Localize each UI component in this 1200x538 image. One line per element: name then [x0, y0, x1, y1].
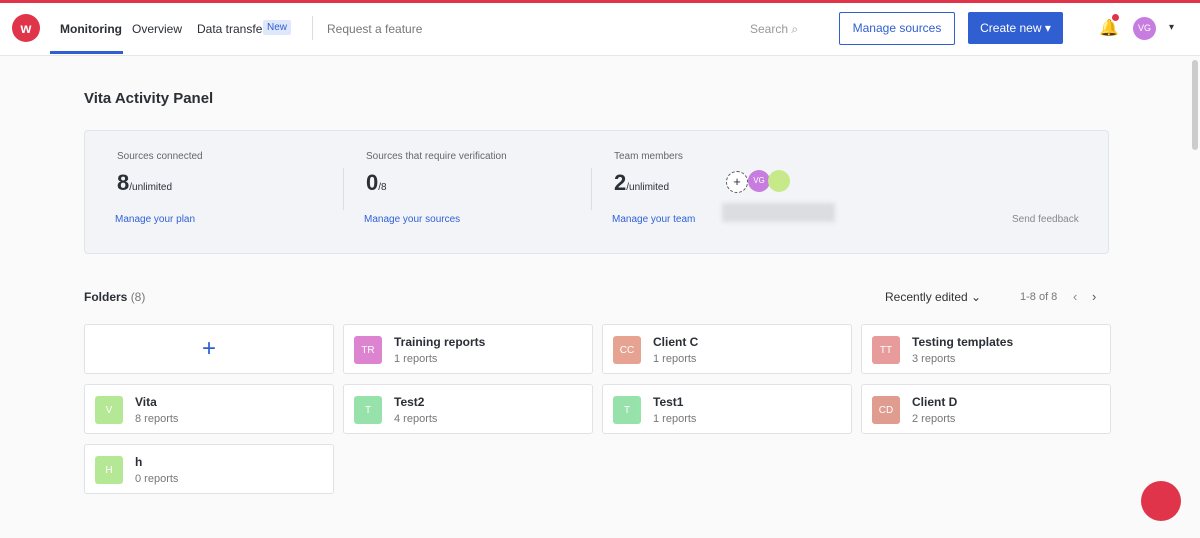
folder-name: Vita [135, 395, 157, 409]
folder-name: Client C [653, 335, 699, 349]
notifications[interactable]: 🔔 [1099, 20, 1119, 37]
folder-reports: 1 reports [653, 353, 697, 365]
nav-item[interactable]: Overview [132, 22, 183, 36]
folder-name: Test2 [394, 395, 425, 409]
prev-page[interactable]: ‹ [1073, 289, 1078, 304]
sort-select[interactable]: Recently edited ⌄ [885, 290, 982, 304]
folder-icon: TR [354, 336, 382, 364]
folder-reports: 1 reports [653, 413, 697, 425]
stat-unit: /unlimited [626, 182, 670, 193]
search[interactable]: Search ⌕ [750, 22, 799, 36]
folder-reports: 1 reports [394, 353, 438, 365]
stat-value: 8/unlimited [117, 170, 172, 196]
stats-panel [84, 130, 1109, 254]
stat-link[interactable]: Manage your sources [364, 214, 461, 225]
folder-reports: 8 reports [135, 413, 179, 425]
folders-header: Folders (8) [84, 290, 145, 304]
sort-text: Recently edited [885, 290, 968, 304]
notification-dot [1112, 14, 1119, 21]
stat-link[interactable]: Manage your plan [115, 214, 196, 225]
user-avatar[interactable]: VG [1133, 17, 1156, 40]
search-text: Search [750, 22, 789, 36]
user-menu-caret[interactable]: ▾ [1169, 22, 1175, 33]
folder-name: Testing templates [912, 335, 1014, 349]
top-stripe [0, 0, 1200, 3]
folder-icon: H [95, 456, 123, 484]
stat-label: Sources that require verification [366, 151, 507, 162]
stat-number: 2 [614, 170, 627, 195]
folder-reports: 0 reports [135, 473, 179, 485]
stat-unit: /8 [378, 182, 387, 193]
team-avatar: VG [748, 170, 770, 192]
create-new-button[interactable]: Create new ▾ [968, 12, 1063, 44]
folder-reports: 3 reports [912, 353, 956, 365]
next-page[interactable]: › [1092, 289, 1097, 304]
folder-name: Training reports [394, 335, 486, 349]
stat-unit: /unlimited [129, 182, 173, 193]
new-badge: New [263, 20, 292, 35]
stat-divider [343, 168, 344, 210]
folder-card[interactable]: T Test1 1 reports [602, 384, 852, 434]
logo[interactable]: w [12, 14, 40, 42]
stat-divider [591, 168, 592, 210]
folder-icon: V [95, 396, 123, 424]
nav-item[interactable]: Monitoring [60, 22, 122, 36]
manage-sources-button[interactable]: Manage sources [839, 12, 955, 45]
nav-item[interactable]: Data transfer [197, 22, 267, 36]
add-folder[interactable]: + [84, 324, 334, 374]
request-feature[interactable]: Request a feature [327, 22, 423, 36]
folder-card[interactable]: CC Client C 1 reports [602, 324, 852, 374]
stat-value: 0/8 [366, 170, 387, 196]
folder-card[interactable]: TT Testing templates 3 reports [861, 324, 1111, 374]
folder-name: h [135, 455, 143, 469]
send-feedback[interactable]: Send feedback [1012, 214, 1079, 225]
nav-underline [50, 51, 123, 54]
folder-reports: 4 reports [394, 413, 438, 425]
blurred-info [722, 203, 835, 222]
folder-card[interactable]: V Vita 8 reports [84, 384, 334, 434]
folder-name: Test1 [653, 395, 684, 409]
folder-icon: TT [872, 336, 900, 364]
panel-title: Vita Activity Panel [84, 90, 214, 107]
folder-card[interactable]: TR Training reports 1 reports [343, 324, 593, 374]
stat-link[interactable]: Manage your team [612, 214, 696, 225]
folders-count: (8) [130, 290, 146, 304]
folder-icon: T [354, 396, 382, 424]
stat-label: Team members [614, 151, 683, 162]
folder-icon: CC [613, 336, 641, 364]
folder-reports: 2 reports [912, 413, 956, 425]
stat-number: 8 [117, 170, 130, 195]
create-new-text: Create new [980, 21, 1042, 35]
stat-value: 2/unlimited [614, 170, 669, 196]
nav-divider [312, 16, 313, 40]
chat-launcher[interactable] [1141, 481, 1181, 521]
folder-icon: T [613, 396, 641, 424]
folders-title: Folders [84, 290, 128, 304]
folder-icon: CD [872, 396, 900, 424]
folder-name: Client D [912, 395, 958, 409]
stat-label: Sources connected [117, 151, 203, 162]
stat-number: 0 [366, 170, 379, 195]
add-member[interactable]: + [726, 171, 748, 193]
team-avatar-2 [768, 170, 790, 192]
folder-card[interactable]: T Test2 4 reports [343, 384, 593, 434]
page-range: 1-8 of 8 [1020, 291, 1058, 303]
folder-card[interactable]: CD Client D 2 reports [861, 384, 1111, 434]
scrollbar [1192, 60, 1198, 150]
